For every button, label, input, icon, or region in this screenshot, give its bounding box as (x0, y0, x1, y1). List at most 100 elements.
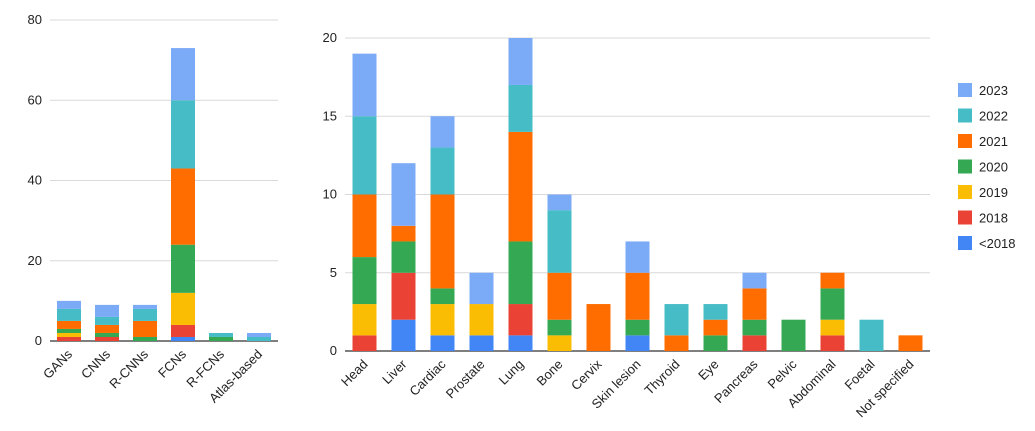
legend-label-2022: 2022 (979, 109, 1008, 124)
right-bar-liver-2021 (391, 225, 416, 242)
right-y-tick-label: 15 (323, 108, 337, 123)
left-bar-fcns-2023 (171, 48, 195, 101)
left-bar-gans-2022 (57, 308, 81, 321)
right-bar-pancreas-2018 (742, 335, 767, 351)
right-bar-cervix-2021 (586, 304, 611, 351)
right-bar-pancreas-2020 (742, 319, 767, 336)
right-x-tick-label: Cervix (568, 356, 605, 393)
right-y-tick-label: 10 (323, 187, 337, 202)
right-x-tick-label: Foetal (841, 356, 877, 392)
right-bar-lung-2023 (508, 38, 533, 85)
right-bar-abdominal-2020 (820, 288, 845, 320)
legend-label-2021: 2021 (979, 134, 1008, 149)
left-y-tick-label: 40 (28, 173, 42, 188)
right-bar-liver-lt2018 (391, 319, 416, 351)
right-bar-pancreas-2023 (742, 272, 767, 289)
right-bar-lung-2018 (508, 304, 533, 336)
right-bar-lung-lt2018 (508, 335, 533, 351)
left-y-tick-label: 60 (28, 92, 42, 107)
legend-label-lt2018: <2018 (979, 236, 1016, 251)
legend: 2023 2022 2021 2020 2019 2018 <2018 (958, 83, 1016, 251)
left-y-tick-label: 80 (28, 12, 42, 27)
left-bar-r-fcns-2022 (209, 332, 233, 337)
legend-label-2018: 2018 (979, 211, 1008, 226)
right-bar-head-2022 (352, 116, 377, 195)
right-y-tick-label: 20 (323, 30, 337, 45)
right-bar-pelvic-2020 (781, 319, 806, 351)
left-x-tick-label: FCNs (155, 346, 189, 380)
right-bar-head-2020 (352, 257, 377, 305)
left-bar-atlas-based-2022 (247, 336, 271, 341)
left-bar-gans-2019 (57, 332, 81, 337)
right-x-tick-label: Pancreas (711, 356, 761, 406)
right-bar-bone-2021 (547, 272, 572, 320)
legend-swatch-2022 (958, 108, 972, 123)
right-x-tick-label: Eye (695, 357, 721, 383)
left-bar-cnns-2020 (95, 332, 119, 337)
legend-label-2020: 2020 (979, 160, 1008, 175)
legend-swatch-2019 (958, 185, 972, 199)
right-bar-skin-lesion-lt2018 (625, 335, 650, 351)
left-bar-fcns-2018 (171, 324, 195, 337)
right-x-tick-label: Thyroid (641, 357, 682, 398)
right-bar-eye-2022 (703, 304, 728, 320)
right-y-tick-label: 0 (330, 343, 337, 358)
right-bar-prostate-2019 (469, 304, 494, 336)
right-x-tick-label: Liver (379, 356, 410, 387)
right-bar-abdominal-2019 (820, 319, 845, 336)
right-bar-cardiac-2020 (430, 288, 455, 305)
right-bar-lung-2021 (508, 131, 533, 242)
left-bar-cnns-2018 (95, 336, 119, 341)
right-x-tick-label: Cardiac (406, 356, 449, 399)
right-bar-bone-2020 (547, 319, 572, 336)
right-bar-skin-lesion-2023 (625, 241, 650, 273)
right-bar-cardiac-2023 (430, 116, 455, 148)
left-bar-r-cnns-2023 (133, 304, 157, 309)
right-bar-liver-2023 (391, 163, 416, 226)
left-bar-fcns-2021 (171, 168, 195, 245)
left-bar-gans-2018 (57, 336, 81, 341)
right-bar-liver-2020 (391, 241, 416, 273)
right-bar-pancreas-2021 (742, 288, 767, 320)
left-bar-cnns-2023 (95, 304, 119, 317)
legend-swatch-2020 (958, 159, 972, 174)
left-y-tick-label: 20 (28, 253, 42, 268)
left-bar-gans-2021 (57, 320, 81, 329)
right-bar-eye-2021 (703, 319, 728, 336)
right-bar-prostate-2023 (469, 272, 494, 305)
left-bar-gans-2020 (57, 328, 81, 333)
right-bar-abdominal-2021 (820, 272, 845, 289)
left-x-tick-label: R-CNNs (106, 346, 151, 391)
right-bar-bone-2023 (547, 194, 572, 211)
left-bar-r-cnns-2020 (133, 336, 157, 341)
legend-swatch-2021 (958, 134, 972, 148)
legend-label-2023: 2023 (979, 83, 1008, 98)
left-bar-fcns-2022 (171, 100, 195, 169)
right-bar-bone-2022 (547, 210, 572, 273)
right-bar-cardiac-2019 (430, 304, 455, 336)
right-bar-abdominal-2018 (820, 335, 845, 351)
left-bar-r-fcns-2020 (209, 336, 233, 341)
right-bar-head-2018 (352, 335, 377, 351)
right-bar-bone-2019 (547, 335, 572, 351)
right-bar-cardiac-2021 (430, 194, 455, 289)
right-x-tick-label: Bone (534, 357, 566, 389)
right-bar-head-2023 (352, 53, 377, 117)
right-bar-liver-2018 (391, 272, 416, 320)
right-bar-skin-lesion-2020 (625, 319, 650, 336)
left-bar-gans-2023 (57, 300, 81, 309)
left-bar-fcns-2019 (171, 292, 195, 325)
left-x-tick-label: CNNs (78, 346, 113, 381)
left-bar-r-cnns-2022 (133, 308, 157, 321)
left-bar-r-cnns-2021 (133, 320, 157, 337)
left-y-tick-label: 0 (35, 333, 42, 348)
left-bar-cnns-2022 (95, 316, 119, 325)
right-x-tick-label: Head (338, 357, 371, 390)
right-bar-lung-2020 (508, 241, 533, 305)
left-bar-fcns-lt2018 (171, 336, 195, 341)
right-y-tick-label: 5 (330, 265, 337, 280)
right-bar-lung-2022 (508, 84, 533, 132)
right-bar-skin-lesion-2021 (625, 272, 650, 320)
